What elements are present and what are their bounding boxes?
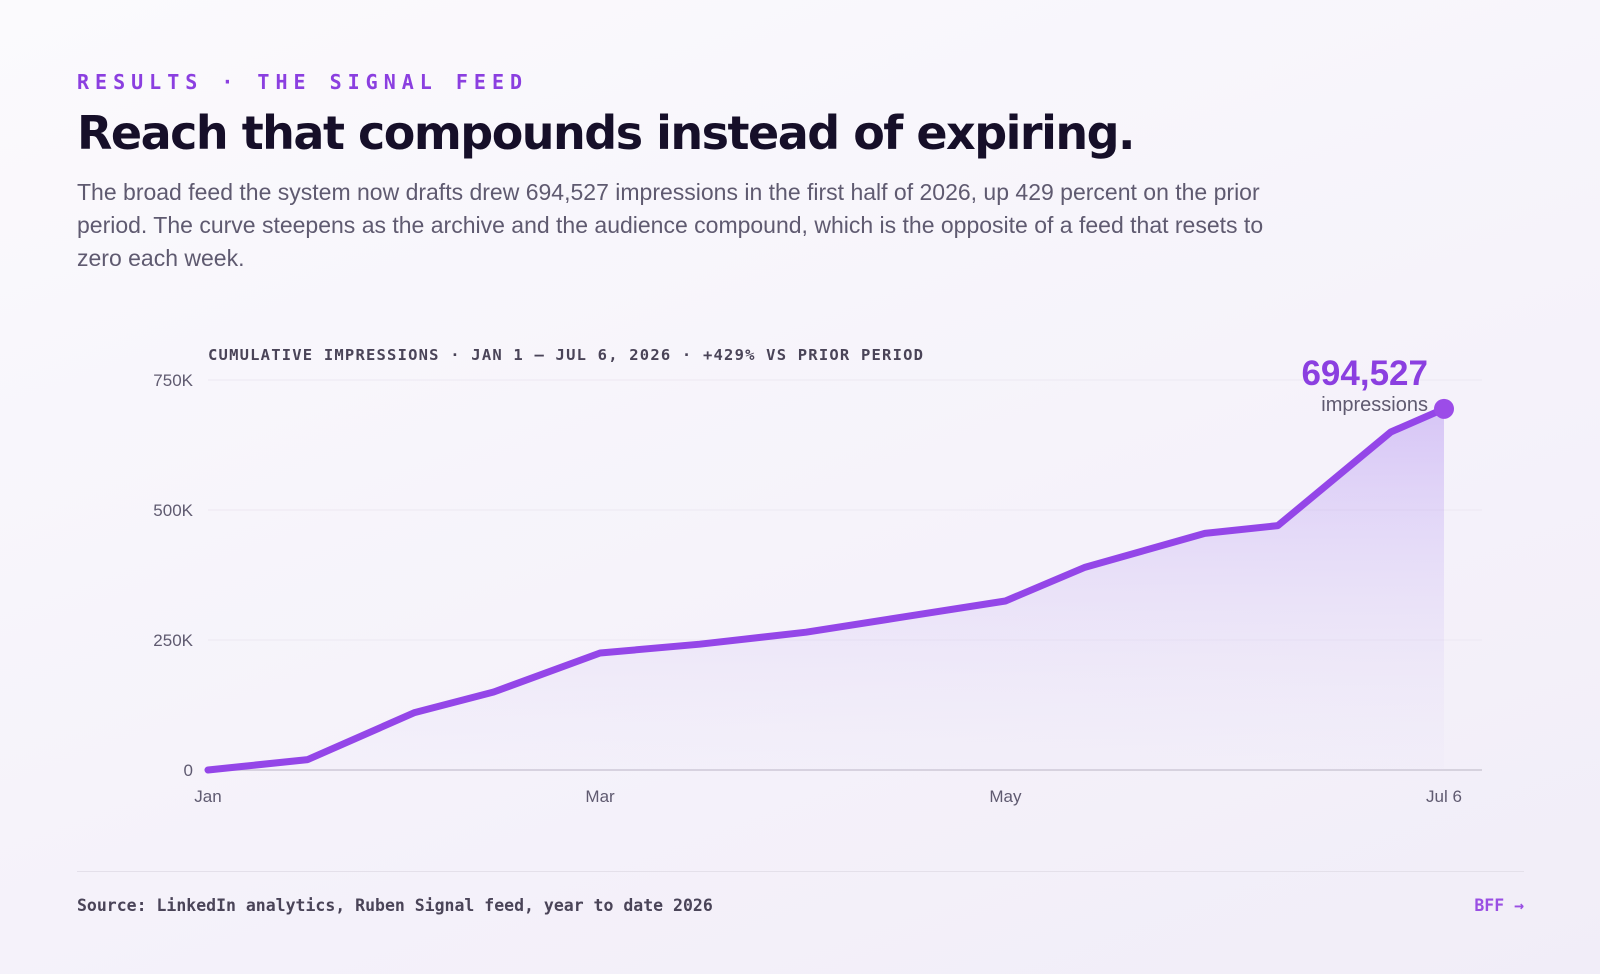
data-point (803, 629, 810, 636)
x-tick-label: Jul 6 (1426, 787, 1462, 806)
data-point (1082, 564, 1089, 571)
x-tick-label: Mar (585, 787, 615, 806)
data-point (490, 689, 497, 695)
y-tick-label: 500K (153, 501, 193, 520)
footer-divider (77, 871, 1524, 872)
impressions-area (208, 408, 1444, 770)
impressions-line (204, 405, 1448, 774)
section-eyebrow: RESULTS · THE SIGNAL FEED (77, 70, 529, 94)
data-point (597, 650, 604, 656)
data-point (304, 756, 311, 763)
y-tick-label: 0 (184, 761, 193, 780)
data-point (1002, 598, 1009, 604)
y-tick-label: 250K (153, 631, 193, 650)
bff-link[interactable]: BFF → (1474, 896, 1524, 915)
annotation-value: 694,527 (1301, 354, 1428, 393)
x-axis-ticks: Jan Mar May Jul 6 (194, 787, 1462, 806)
y-tick-label: 750K (153, 371, 193, 390)
source-note: Source: LinkedIn analytics, Ruben Signal… (77, 896, 713, 915)
data-point (1201, 530, 1208, 537)
page-title: Reach that compounds instead of expiring… (77, 106, 1136, 160)
y-axis-ticks: 0 250K 500K 750K (153, 371, 193, 780)
data-point (696, 641, 703, 648)
data-point (205, 767, 211, 773)
x-tick-label: Jan (194, 787, 221, 806)
data-point (902, 613, 909, 620)
end-point-marker (1434, 398, 1454, 419)
chart-caption: CUMULATIVE IMPRESSIONS · JAN 1 – JUL 6, … (208, 346, 925, 364)
data-point (1274, 522, 1281, 529)
lede-paragraph: The broad feed the system now drafts dre… (77, 179, 1264, 271)
x-tick-label: May (989, 787, 1022, 806)
data-point (1387, 429, 1394, 435)
annotation-label: impressions (1321, 394, 1428, 416)
data-point (411, 709, 417, 716)
